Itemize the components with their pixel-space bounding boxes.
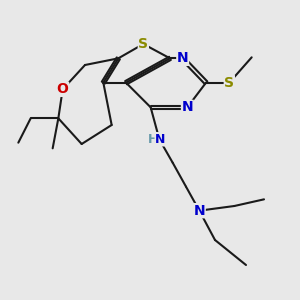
Text: S: S (224, 76, 234, 90)
Text: H: H (148, 133, 158, 146)
Text: N: N (155, 133, 166, 146)
Text: N: N (177, 51, 188, 65)
Text: S: S (138, 37, 148, 51)
Text: H: H (147, 133, 158, 146)
Text: N: N (182, 100, 193, 114)
Text: O: O (57, 82, 69, 96)
Text: N: N (194, 204, 205, 218)
